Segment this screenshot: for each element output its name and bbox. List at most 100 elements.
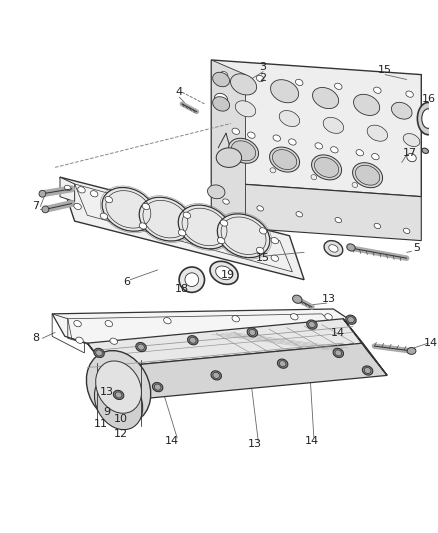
Ellipse shape	[74, 320, 81, 327]
Ellipse shape	[229, 138, 258, 163]
Ellipse shape	[136, 343, 146, 352]
Ellipse shape	[257, 206, 263, 211]
Text: 4: 4	[176, 87, 183, 97]
Ellipse shape	[290, 313, 298, 320]
Text: 13: 13	[100, 387, 114, 397]
Ellipse shape	[329, 245, 338, 252]
Ellipse shape	[293, 295, 302, 303]
Polygon shape	[87, 343, 131, 400]
Ellipse shape	[407, 348, 416, 354]
Ellipse shape	[315, 143, 322, 149]
Ellipse shape	[95, 361, 141, 413]
Text: 15: 15	[256, 253, 270, 263]
Ellipse shape	[230, 74, 257, 95]
Ellipse shape	[232, 128, 240, 134]
Ellipse shape	[216, 148, 242, 167]
Ellipse shape	[105, 197, 113, 203]
Ellipse shape	[105, 320, 113, 327]
Ellipse shape	[223, 199, 229, 204]
Ellipse shape	[335, 83, 342, 90]
Ellipse shape	[139, 197, 192, 241]
Ellipse shape	[256, 75, 264, 82]
Ellipse shape	[178, 230, 186, 236]
Ellipse shape	[392, 102, 412, 119]
Text: 9: 9	[103, 407, 110, 416]
Ellipse shape	[346, 315, 356, 324]
Ellipse shape	[187, 336, 198, 345]
Ellipse shape	[374, 87, 381, 93]
Ellipse shape	[353, 163, 382, 188]
Ellipse shape	[296, 212, 303, 217]
Ellipse shape	[90, 191, 98, 197]
Ellipse shape	[74, 203, 81, 209]
Ellipse shape	[325, 313, 332, 320]
Ellipse shape	[231, 141, 256, 161]
Ellipse shape	[78, 187, 85, 193]
Text: 14: 14	[424, 338, 438, 348]
Ellipse shape	[139, 223, 147, 229]
Ellipse shape	[215, 266, 233, 280]
Ellipse shape	[309, 321, 315, 328]
Ellipse shape	[296, 79, 303, 86]
Ellipse shape	[208, 185, 225, 199]
Ellipse shape	[314, 157, 339, 177]
Ellipse shape	[217, 214, 270, 257]
Text: 10: 10	[113, 414, 127, 424]
Ellipse shape	[335, 217, 342, 223]
Ellipse shape	[247, 132, 255, 138]
Ellipse shape	[273, 135, 280, 141]
Ellipse shape	[403, 228, 410, 233]
Ellipse shape	[185, 273, 199, 287]
Polygon shape	[212, 182, 421, 240]
Ellipse shape	[213, 373, 219, 378]
Ellipse shape	[347, 244, 355, 251]
Ellipse shape	[217, 238, 225, 244]
Ellipse shape	[232, 316, 240, 322]
Ellipse shape	[348, 317, 354, 323]
Ellipse shape	[183, 212, 191, 219]
Ellipse shape	[64, 185, 71, 190]
Ellipse shape	[110, 338, 117, 344]
Ellipse shape	[152, 383, 163, 392]
Text: 18: 18	[175, 285, 189, 294]
Text: 3: 3	[260, 62, 267, 72]
Ellipse shape	[356, 150, 364, 156]
Ellipse shape	[271, 255, 279, 261]
Ellipse shape	[212, 96, 230, 111]
Ellipse shape	[76, 337, 83, 343]
Polygon shape	[60, 177, 304, 280]
Ellipse shape	[235, 101, 256, 117]
Ellipse shape	[406, 91, 413, 97]
Text: 8: 8	[32, 333, 39, 343]
Ellipse shape	[190, 337, 196, 343]
Polygon shape	[107, 343, 387, 400]
Ellipse shape	[164, 318, 171, 324]
Ellipse shape	[374, 223, 381, 229]
Ellipse shape	[212, 72, 230, 87]
Ellipse shape	[220, 71, 228, 78]
Ellipse shape	[355, 165, 380, 185]
Ellipse shape	[259, 228, 267, 234]
Text: 16: 16	[422, 94, 436, 104]
Ellipse shape	[95, 374, 143, 430]
Ellipse shape	[100, 213, 108, 220]
Ellipse shape	[324, 240, 343, 256]
Text: 6: 6	[123, 277, 130, 287]
Text: 14: 14	[305, 436, 319, 446]
Ellipse shape	[335, 350, 342, 356]
Ellipse shape	[210, 261, 238, 285]
Text: 19: 19	[221, 270, 235, 280]
Polygon shape	[52, 309, 348, 353]
Ellipse shape	[271, 79, 299, 103]
Ellipse shape	[94, 349, 104, 358]
Ellipse shape	[39, 190, 46, 197]
Ellipse shape	[269, 147, 300, 172]
Ellipse shape	[333, 349, 343, 358]
Ellipse shape	[247, 328, 258, 337]
Text: 5: 5	[413, 244, 420, 253]
Ellipse shape	[113, 390, 124, 400]
Polygon shape	[343, 319, 387, 375]
Ellipse shape	[353, 94, 380, 116]
Ellipse shape	[220, 220, 228, 226]
Text: 15: 15	[378, 64, 392, 75]
